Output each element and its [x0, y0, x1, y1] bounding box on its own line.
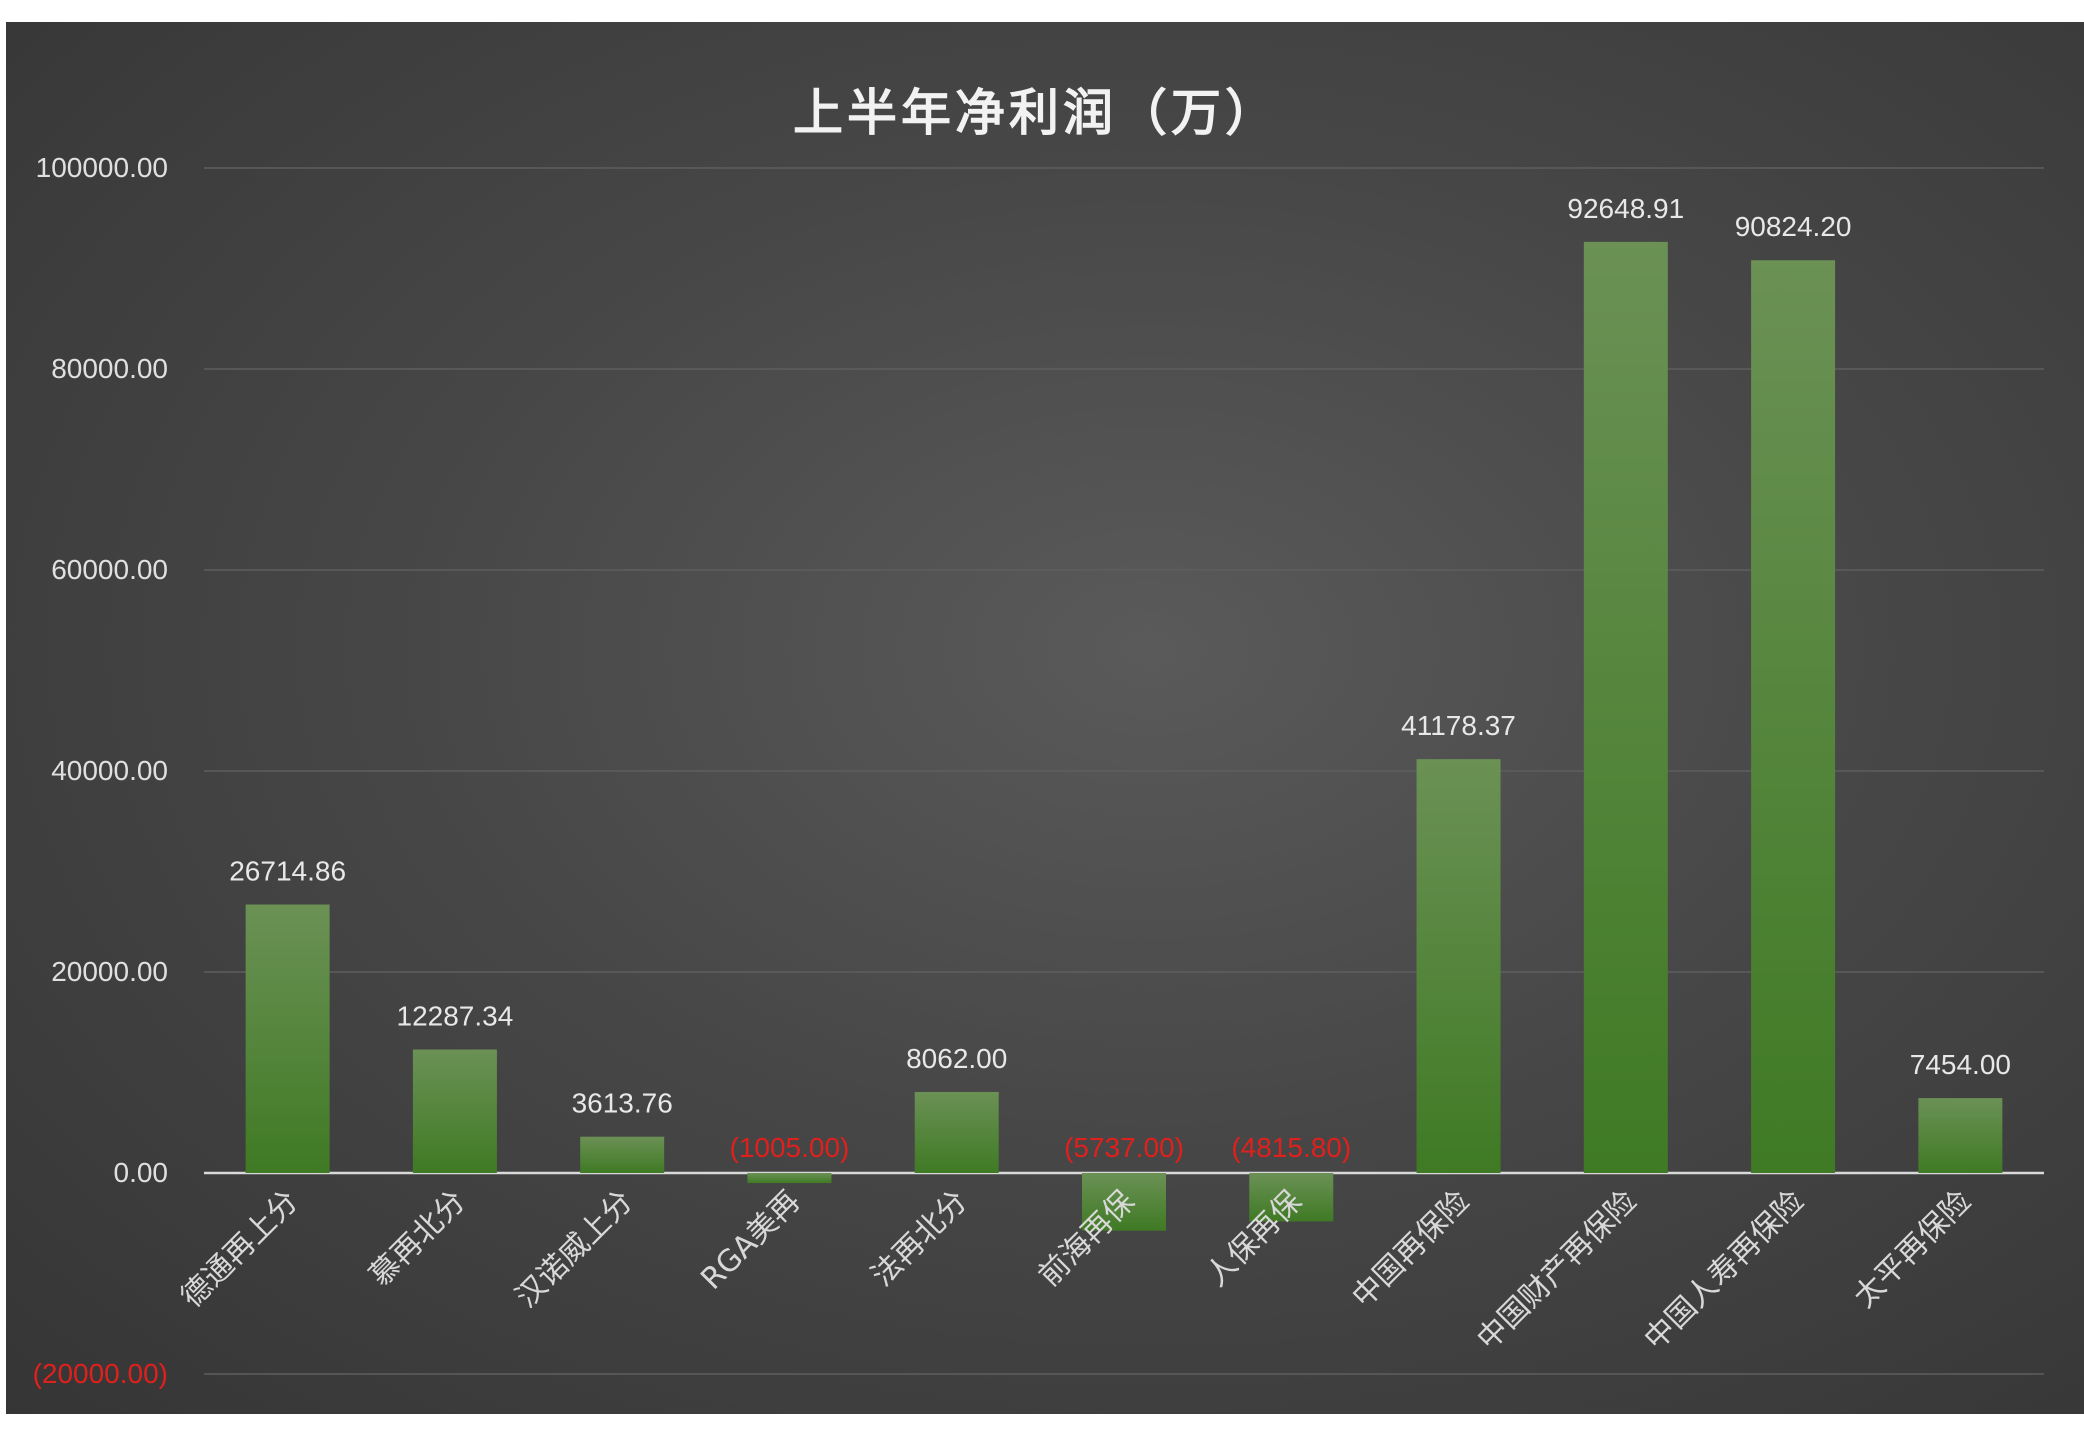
data-label: (1005.00): [730, 1132, 850, 1163]
data-label: 3613.76: [572, 1088, 673, 1119]
bar: [747, 1173, 832, 1184]
data-label: 41178.37: [1401, 710, 1516, 741]
bar: [1918, 1098, 2003, 1173]
data-label: 92648.91: [1567, 193, 1684, 224]
data-label: 26714.86: [229, 856, 346, 887]
bar: [580, 1136, 665, 1173]
y-tick-label: 20000.00: [51, 956, 168, 987]
category-label: 太平再保险: [1847, 1184, 1978, 1315]
y-tick-label: 60000.00: [51, 554, 168, 585]
y-tick-label: 80000.00: [51, 353, 168, 384]
chart-area: 上半年净利润（万） 100000.00 80000.00 60000.00 40000…: [6, 22, 2084, 1414]
category-label: 慕再北分: [363, 1184, 473, 1294]
category-label: 中国人寿再保险: [1638, 1184, 1811, 1357]
bar: [914, 1091, 999, 1173]
bar: [1249, 1173, 1334, 1222]
data-label: (4815.80): [1231, 1132, 1351, 1163]
y-tick-label: (20000.00): [33, 1358, 168, 1389]
bar: [1751, 260, 1836, 1173]
category-label: 德通再上分: [174, 1184, 305, 1315]
data-label: 90824.20: [1735, 211, 1852, 242]
category-label: 中国再保险: [1345, 1184, 1476, 1315]
chart-svg: 上半年净利润（万） 100000.00 80000.00 60000.00 40000…: [33, 84, 2044, 1389]
bar: [1583, 241, 1668, 1174]
category-label: 中国财产再保险: [1470, 1184, 1643, 1357]
data-label: 12287.34: [397, 1001, 514, 1032]
bar: [1416, 759, 1501, 1173]
y-tick-label: 40000.00: [51, 755, 168, 786]
y-tick-label: 100000.00: [36, 152, 168, 183]
bar: [412, 1049, 497, 1173]
category-label: 法再北分: [865, 1184, 975, 1294]
chart-title: 上半年净利润（万）: [793, 84, 1279, 142]
data-label: 8062.00: [906, 1043, 1007, 1074]
bar: [245, 904, 330, 1173]
data-label: 7454.00: [1910, 1049, 2011, 1080]
data-label: (5737.00): [1064, 1132, 1184, 1163]
category-label: RGA美再: [694, 1184, 807, 1297]
category-label: 汉诺威上分: [509, 1184, 640, 1315]
y-tick-label: 0.00: [114, 1157, 169, 1188]
bar: [1082, 1173, 1166, 1231]
